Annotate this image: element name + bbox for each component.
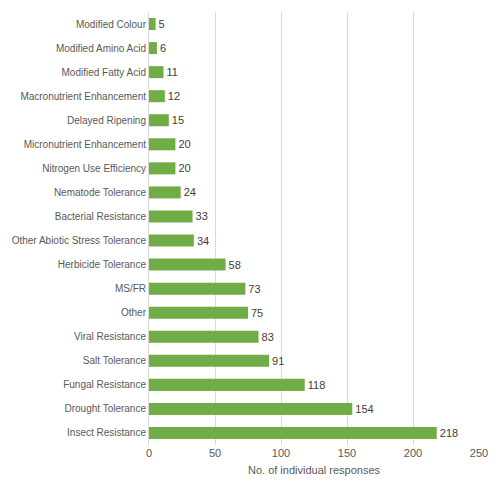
svg-text:Drought Tolerance: Drought Tolerance xyxy=(64,403,146,414)
svg-text:250: 250 xyxy=(470,447,488,459)
svg-text:20: 20 xyxy=(178,138,190,150)
svg-text:11: 11 xyxy=(167,66,178,78)
svg-text:0: 0 xyxy=(146,447,152,459)
svg-text:Bacterial Resistance: Bacterial Resistance xyxy=(55,211,147,222)
svg-text:20: 20 xyxy=(178,162,190,174)
svg-text:91: 91 xyxy=(272,355,284,367)
svg-text:83: 83 xyxy=(262,331,274,343)
svg-text:Other: Other xyxy=(121,307,147,318)
svg-text:100: 100 xyxy=(272,447,290,459)
svg-text:150: 150 xyxy=(338,447,356,459)
svg-text:Fungal Resistance: Fungal Resistance xyxy=(63,379,146,390)
svg-text:Modified Amino Acid: Modified Amino Acid xyxy=(56,43,146,54)
svg-text:Salt Tolerance: Salt Tolerance xyxy=(83,355,147,366)
svg-text:118: 118 xyxy=(308,379,326,391)
svg-text:5: 5 xyxy=(159,18,165,30)
svg-text:Insect Resistance: Insect Resistance xyxy=(67,427,146,438)
svg-text:Nitrogen Use Efficiency: Nitrogen Use Efficiency xyxy=(42,163,146,174)
svg-text:Herbicide Tolerance: Herbicide Tolerance xyxy=(58,259,147,270)
svg-text:Macronutrient Enhancement: Macronutrient Enhancement xyxy=(20,91,146,102)
svg-text:Viral Resistance: Viral Resistance xyxy=(74,331,147,342)
svg-text:Modified Colour: Modified Colour xyxy=(76,19,147,30)
svg-text:33: 33 xyxy=(196,210,208,222)
svg-text:58: 58 xyxy=(229,259,241,271)
svg-text:Modified Fatty Acid: Modified Fatty Acid xyxy=(62,67,146,78)
svg-text:24: 24 xyxy=(184,186,196,198)
svg-text:6: 6 xyxy=(160,42,166,54)
svg-text:Nematode Tolerance: Nematode Tolerance xyxy=(54,187,147,198)
svg-text:15: 15 xyxy=(172,114,184,126)
svg-text:No. of individual responses: No. of individual responses xyxy=(248,464,381,476)
svg-text:Other Abiotic Stress Tolerance: Other Abiotic Stress Tolerance xyxy=(12,235,147,246)
svg-text:50: 50 xyxy=(209,447,221,459)
svg-text:75: 75 xyxy=(251,307,263,319)
svg-text:73: 73 xyxy=(248,283,260,295)
svg-text:Micronutrient Enhancement: Micronutrient Enhancement xyxy=(24,139,147,150)
svg-text:200: 200 xyxy=(404,447,422,459)
svg-text:12: 12 xyxy=(168,90,180,102)
svg-text:Delayed Ripening: Delayed Ripening xyxy=(67,115,146,126)
svg-text:154: 154 xyxy=(355,403,373,415)
svg-text:34: 34 xyxy=(197,235,209,247)
svg-text:218: 218 xyxy=(440,427,458,439)
svg-text:MS/FR: MS/FR xyxy=(115,283,146,294)
